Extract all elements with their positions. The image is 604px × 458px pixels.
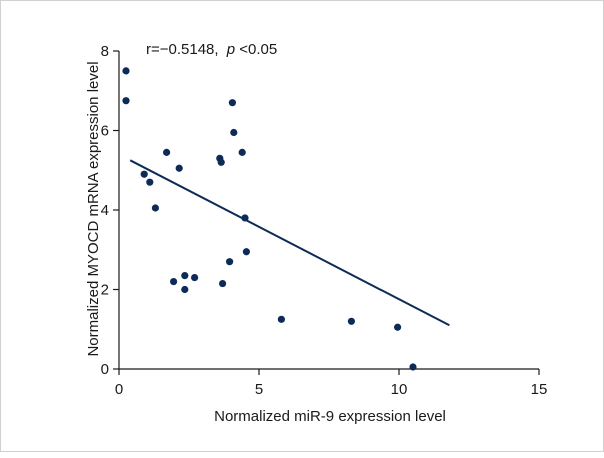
data-point [230,128,238,137]
data-point [163,148,171,156]
r-text: r=−0.5148, [146,41,219,58]
data-point [191,273,199,282]
data-point [217,158,225,166]
y-tick-label: 0 [101,361,109,378]
data-point [277,315,285,323]
regression-line [129,159,450,327]
y-tick-label: 4 [101,202,109,219]
x-axis-label: Normalized miR-9 expression level [214,408,446,425]
y-tick-label: 8 [101,43,109,60]
x-tick-label: 0 [115,381,123,398]
data-point [181,271,189,280]
data-point [219,279,227,288]
data-point [181,285,189,294]
tick-labels: 0 5 10 15 0 2 4 6 8 [101,43,548,398]
axes [113,50,540,375]
data-point [347,317,355,325]
data-point [394,323,402,331]
data-point [228,99,236,107]
data-point [122,97,130,105]
y-tick-label: 6 [101,123,109,140]
data-point [409,363,417,371]
data-point [151,204,159,212]
y-axis-label: Normalized MYOCD mRNA expression level [85,61,102,356]
data-point [146,178,154,186]
y-tick-label: 2 [101,282,109,299]
data-point [122,67,130,75]
x-tick-label: 15 [531,381,548,398]
correlation-annotation: r=−0.5148, p <0.05 [146,41,277,58]
x-tick-label: 10 [391,381,408,398]
data-point [175,164,183,172]
data-point [140,170,148,178]
x-tick-label: 5 [255,381,263,398]
data-points [122,67,417,371]
p-value-text: <0.05 [239,41,277,58]
data-point [170,277,178,286]
data-point [226,258,234,266]
data-point [241,214,249,222]
p-text: p [226,41,235,58]
data-point [238,148,246,156]
data-point [242,248,250,256]
